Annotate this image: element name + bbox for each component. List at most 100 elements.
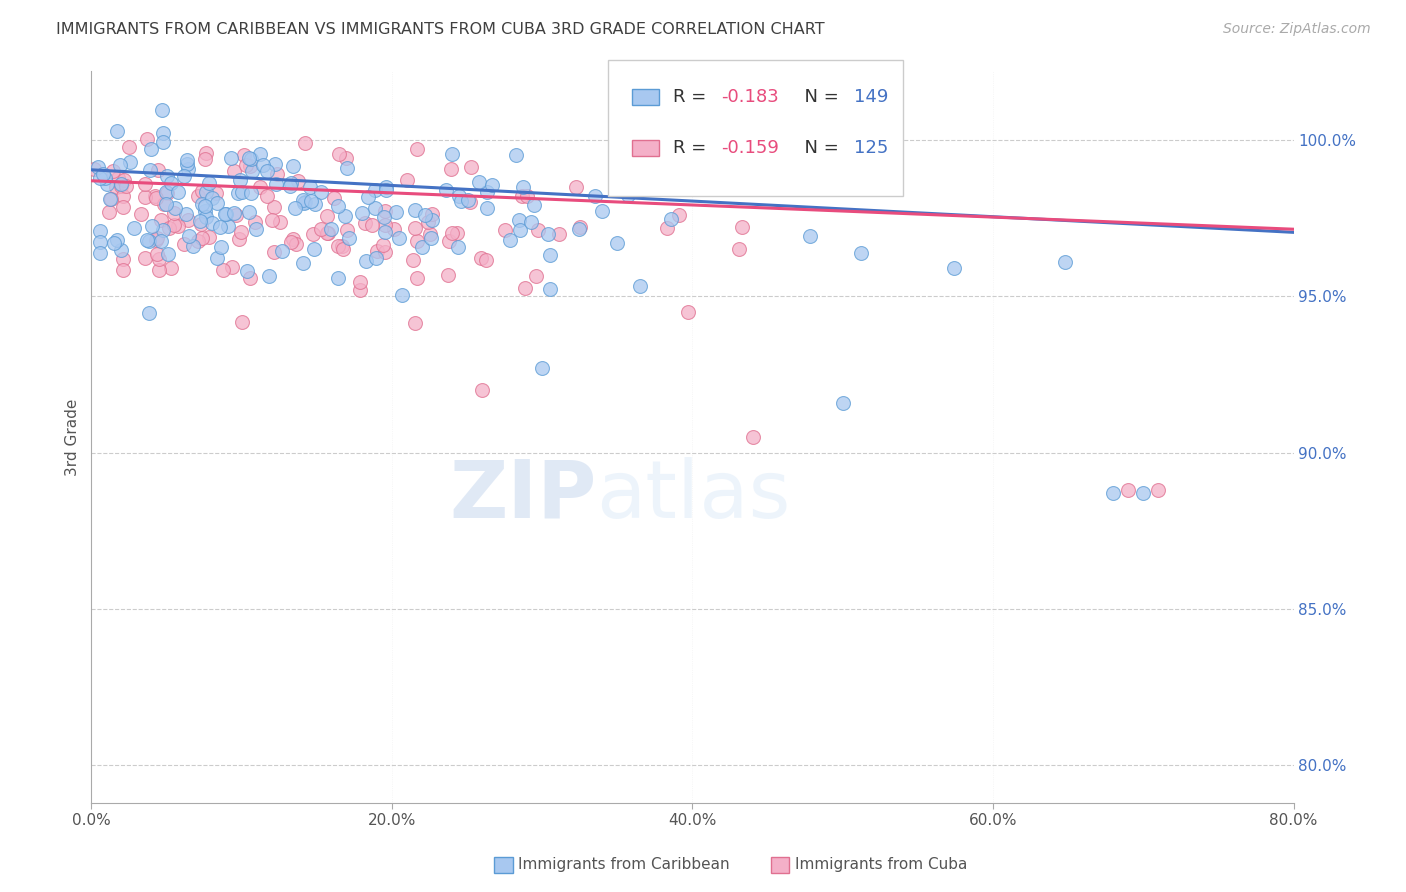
Point xyxy=(1116,483,1139,498)
Point xyxy=(655,177,678,191)
Point xyxy=(799,229,821,244)
Point xyxy=(568,221,591,235)
Point xyxy=(146,231,169,245)
Point xyxy=(145,234,167,248)
Point xyxy=(266,167,288,181)
Text: N =: N = xyxy=(793,88,845,106)
Point xyxy=(98,204,121,219)
Point xyxy=(364,201,387,215)
Point xyxy=(156,186,179,201)
FancyBboxPatch shape xyxy=(609,61,903,195)
Point xyxy=(523,198,546,212)
Point xyxy=(228,186,250,200)
Point xyxy=(420,207,443,221)
Point xyxy=(447,189,470,203)
Point xyxy=(187,234,209,248)
Point xyxy=(122,221,145,235)
Point xyxy=(188,214,211,228)
Point xyxy=(437,268,460,282)
Point xyxy=(249,147,271,161)
Point xyxy=(512,179,534,194)
Point xyxy=(145,247,167,261)
Point xyxy=(149,213,172,227)
Point xyxy=(374,245,396,260)
Point xyxy=(160,176,183,190)
Point xyxy=(405,270,427,285)
Point xyxy=(148,163,170,178)
Point xyxy=(294,136,316,151)
Point xyxy=(457,193,479,207)
Point xyxy=(152,135,174,149)
Point xyxy=(198,176,221,190)
Point xyxy=(103,235,125,250)
Point xyxy=(98,193,121,207)
Point xyxy=(149,234,172,248)
Point xyxy=(849,246,872,260)
Point xyxy=(212,263,235,277)
Point xyxy=(214,207,236,221)
Point xyxy=(257,268,280,283)
Point xyxy=(420,231,443,245)
Point xyxy=(352,206,374,220)
Point xyxy=(139,143,162,157)
Point xyxy=(194,199,217,213)
Point xyxy=(239,186,262,201)
Point xyxy=(1102,486,1125,500)
Point xyxy=(163,218,186,232)
Point xyxy=(536,227,558,241)
Point xyxy=(583,188,606,202)
Point xyxy=(446,226,468,240)
Point xyxy=(505,148,527,162)
Point xyxy=(224,163,246,178)
Point xyxy=(291,256,314,270)
Point xyxy=(245,215,267,229)
Point xyxy=(249,180,271,194)
Text: ZIP: ZIP xyxy=(449,457,596,534)
Point xyxy=(263,244,285,259)
Point xyxy=(221,151,243,165)
Point xyxy=(328,147,350,161)
Point xyxy=(468,175,491,189)
Point xyxy=(374,179,396,194)
Point xyxy=(135,233,157,247)
Point xyxy=(404,221,426,235)
Point xyxy=(374,218,396,232)
Point xyxy=(194,210,217,224)
Point xyxy=(659,211,682,226)
Point xyxy=(198,229,221,244)
Point xyxy=(284,202,307,216)
Point xyxy=(262,213,284,227)
Point xyxy=(191,196,214,211)
Point xyxy=(94,171,117,186)
Point xyxy=(326,271,349,285)
Point xyxy=(385,205,408,219)
Point xyxy=(86,161,108,175)
Point xyxy=(508,213,530,227)
Point xyxy=(280,235,302,249)
Point xyxy=(176,213,198,227)
Point xyxy=(229,225,252,239)
Point xyxy=(108,158,131,172)
Point xyxy=(391,287,413,301)
Point xyxy=(336,223,359,237)
Point xyxy=(335,151,357,165)
Point xyxy=(150,103,173,118)
Point xyxy=(194,185,217,199)
Point xyxy=(800,147,823,161)
Point xyxy=(619,153,641,168)
Point xyxy=(173,169,195,183)
Point xyxy=(538,282,561,296)
Point xyxy=(1054,254,1077,268)
Point xyxy=(415,209,437,223)
Point xyxy=(437,234,460,248)
Point xyxy=(538,248,561,262)
Point xyxy=(515,281,537,295)
Point xyxy=(460,160,482,174)
Point xyxy=(143,188,166,202)
Point xyxy=(531,361,554,376)
Point xyxy=(191,184,214,198)
Point xyxy=(349,284,371,298)
Text: R =: R = xyxy=(673,139,713,157)
Point xyxy=(524,268,547,283)
Point xyxy=(458,195,481,210)
